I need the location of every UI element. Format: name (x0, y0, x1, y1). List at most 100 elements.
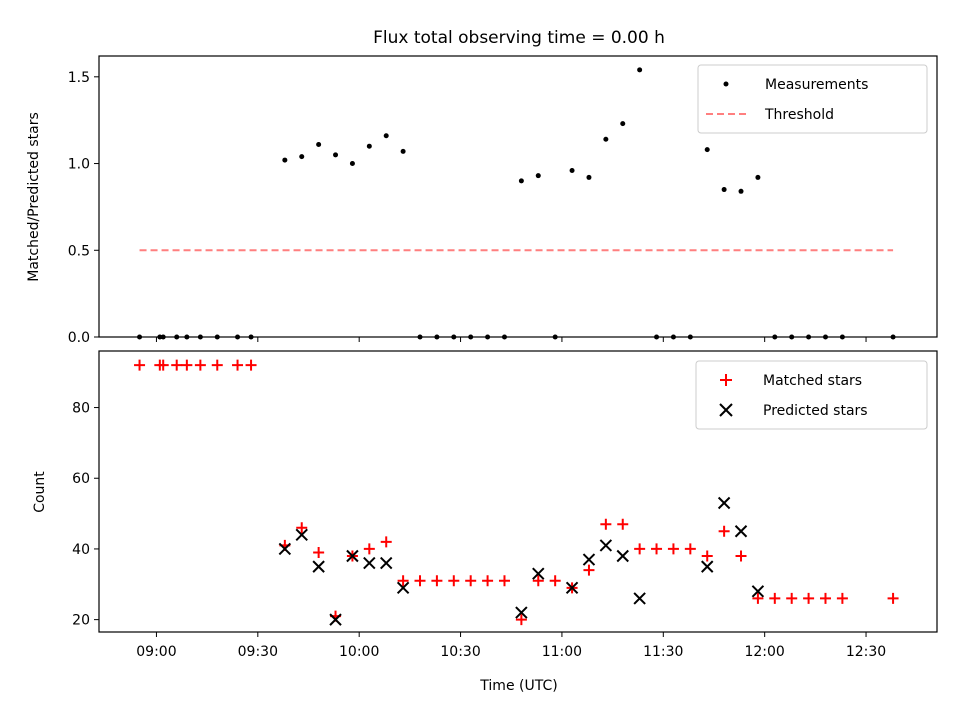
matched-star-point (431, 575, 443, 587)
measurement-point (620, 121, 626, 127)
top-x-ticks (155, 337, 867, 342)
matched-star-point (617, 518, 629, 530)
matched-star-point (363, 543, 375, 555)
legend-threshold-label: Threshold (764, 107, 834, 123)
measurement-point (839, 334, 845, 340)
measurement-point (806, 334, 812, 340)
predicted-star-point (532, 567, 545, 580)
measurement-point (468, 334, 474, 340)
measurement-point (160, 334, 166, 340)
predicted-star-point (717, 496, 731, 510)
matched-star-point (232, 359, 244, 371)
measurement-point (174, 334, 180, 340)
predicted-star-point (599, 539, 613, 552)
top-y-ticks: 0.0 0.5 1.0 1.5 (68, 70, 99, 346)
bottom-legend-frame (695, 360, 928, 430)
matched-star-point (786, 592, 798, 604)
predicted-star-point (751, 585, 765, 598)
matched-star-point (171, 359, 183, 371)
measurement-point (755, 174, 761, 180)
bottom-legend: Matched stars Predicted stars (695, 360, 928, 430)
top-y-tick-label: 1.0 (68, 157, 90, 173)
bottom-axes: 09:00 09:30 10:00 10:30 11:00 11:30 12:00 12:30… (32, 350, 938, 694)
legend-predicted-label: Predicted stars (763, 403, 868, 419)
matched-star-point (836, 592, 848, 604)
matched-star-point (819, 592, 831, 604)
legend-measurements-label: Measurements (765, 77, 868, 93)
measurement-point (518, 178, 524, 184)
measurement-point (569, 167, 575, 173)
top-y-axis-label: Matched/Predicted stars (26, 112, 42, 282)
measurement-point (637, 67, 643, 73)
x-axis-label: Time (UTC) (479, 678, 557, 694)
predicted-star-point (346, 549, 359, 563)
x-tick-label: 10:00 (339, 644, 379, 660)
matched-star-point (465, 575, 477, 587)
measurement-point (184, 334, 190, 340)
matched-star-point (752, 592, 764, 604)
measurement-point (214, 334, 220, 340)
matched-star-point (397, 575, 409, 587)
measurement-point (485, 334, 491, 340)
measurement-point (383, 133, 389, 139)
measurement-points (137, 67, 896, 340)
bottom-y-ticks: 20 40 60 80 (72, 401, 99, 629)
matched-star-point (651, 543, 663, 555)
matched-star-point (600, 518, 612, 530)
measurement-point (586, 174, 592, 180)
predicted-star-point (616, 549, 629, 563)
measurement-point (501, 334, 507, 340)
measurement-point (366, 143, 372, 149)
matched-star-point (296, 522, 308, 534)
matched-star-point (313, 546, 325, 558)
chart-title: Flux total observing time = 0.00 h (373, 28, 665, 48)
measurement-point (333, 152, 339, 158)
predicted-star-point (701, 560, 714, 573)
bottom-y-tick-label: 60 (72, 471, 90, 487)
bottom-y-tick-label: 80 (72, 401, 90, 417)
measurement-point (772, 334, 778, 340)
matched-star-point (701, 550, 713, 562)
measurement-point (434, 334, 440, 340)
matched-star-point (887, 592, 899, 604)
matched-star-point (515, 614, 527, 626)
top-y-tick-label: 1.5 (68, 70, 90, 86)
x-tick-label: 12:00 (744, 644, 784, 660)
predicted-star-point (278, 542, 292, 556)
matched-star-point (667, 543, 679, 555)
measurement-point (349, 161, 355, 167)
measurement-point (890, 334, 896, 340)
matched-star-point (549, 575, 561, 587)
top-legend-frame (697, 64, 928, 134)
predicted-star-point (329, 613, 342, 626)
matched-star-point (448, 575, 460, 587)
matched-star-point (583, 564, 595, 576)
measurement-point (552, 334, 558, 340)
matched-star-point (634, 543, 646, 555)
measurement-point (451, 334, 457, 340)
x-tick-label: 11:30 (643, 644, 683, 660)
top-axes: 0.0 0.5 1.0 1.5 Matched/Predicted stars Mea… (26, 55, 938, 346)
top-y-tick-label: 0.5 (68, 243, 90, 259)
matched-star-point (380, 536, 392, 548)
measurement-point (299, 154, 305, 160)
matched-star-point (414, 575, 426, 587)
legend-matched-label: Matched stars (763, 373, 862, 389)
x-tick-label: 09:00 (136, 644, 176, 660)
predicted-star-point (295, 528, 308, 542)
matched-star-point (134, 359, 146, 371)
matched-star-point (245, 359, 257, 371)
predicted-star-point (312, 560, 325, 573)
predicted-star-point (565, 581, 579, 595)
measurement-point (704, 147, 710, 153)
matched-star-point (718, 525, 730, 537)
predicted-star-point (396, 581, 410, 595)
measurement-point (789, 334, 795, 340)
bottom-y-axis-label: Count (32, 471, 48, 513)
bottom-x-ticks: 09:00 09:30 10:00 10:30 11:00 11:30 12:00 12:30 (136, 632, 886, 660)
measurement-point (603, 136, 609, 142)
legend-predicted-marker (719, 403, 733, 417)
measurement-point (721, 187, 727, 193)
